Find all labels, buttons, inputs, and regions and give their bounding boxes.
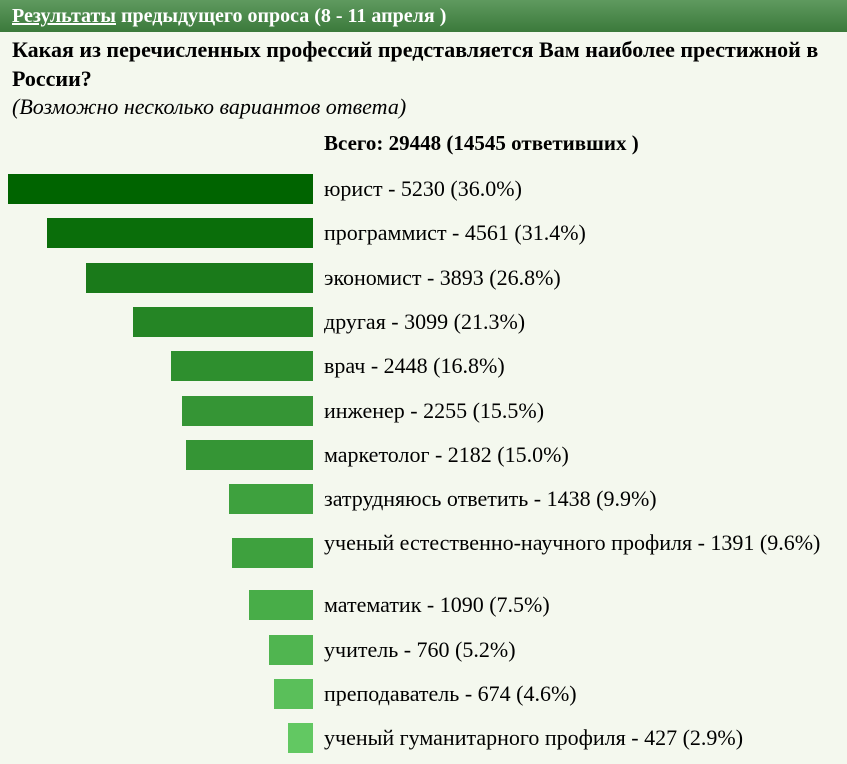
bar-label: другая - 3099 (21.3%)	[324, 308, 526, 334]
bar	[132, 306, 313, 337]
total-votes: Всего: 29448 (14545 ответивших )	[324, 131, 639, 155]
poll-results-header: Результаты предыдущего опроса (8 - 11 ап…	[0, 0, 847, 32]
bar-label: программист - 4561 (31.4%)	[324, 220, 586, 246]
bar	[249, 590, 313, 621]
bar-label: ученый гуманитарного профиля - 427 (2.9%…	[324, 725, 744, 751]
results-link[interactable]: Результаты	[12, 5, 116, 27]
poll-note: (Возможно несколько вариантов ответа)	[12, 94, 407, 119]
bar	[85, 262, 313, 293]
bar-label: преподаватель - 674 (4.6%)	[324, 681, 577, 706]
bar-label: затрудняюсь ответить - 1438 (9.9%)	[324, 486, 657, 512]
bar	[268, 634, 313, 665]
bar	[231, 538, 313, 569]
bar-label: врач - 2448 (16.8%)	[324, 353, 505, 379]
bar	[274, 679, 313, 709]
bar	[46, 218, 313, 249]
bar-label: юрист - 5230 (36.0%)	[324, 176, 522, 201]
bar-label: инженер - 2255 (15.5%)	[324, 397, 545, 423]
bar	[288, 723, 313, 754]
bar-label: учитель - 760 (5.2%)	[324, 636, 516, 662]
bar-label: математик - 1090 (7.5%)	[324, 592, 550, 618]
poll-question: Какая из перечисленных профессий предста…	[12, 37, 819, 91]
header-text: предыдущего опроса (8 - 11 апреля )	[115, 5, 447, 27]
bar-label: экономист - 3893 (26.8%)	[324, 264, 561, 290]
bar	[170, 351, 313, 382]
bar-label: ученый естественно-научного профиля - 13…	[324, 530, 821, 556]
bar	[181, 395, 313, 426]
bar	[8, 174, 313, 204]
bar	[229, 484, 313, 515]
bar-label: маркетолог - 2182 (15.0%)	[324, 441, 569, 467]
bar	[185, 439, 313, 470]
